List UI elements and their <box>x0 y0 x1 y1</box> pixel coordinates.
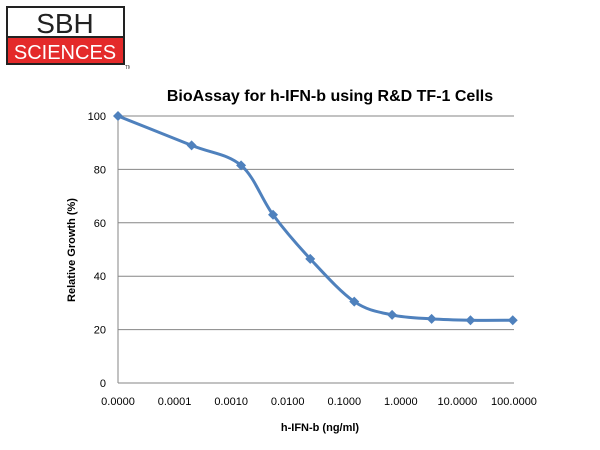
series-line <box>116 114 515 322</box>
data-point <box>426 313 437 324</box>
x-tick-label: 0.0100 <box>271 396 305 408</box>
chart-title: BioAssay for h-IFN-b using R&D TF-1 Cell… <box>167 88 493 105</box>
x-tick-label: 1.0000 <box>384 396 418 408</box>
y-tick-label: 0 <box>100 378 106 390</box>
data-point <box>507 315 518 326</box>
y-tick-label: 80 <box>94 164 106 176</box>
series-markers <box>113 111 518 326</box>
data-point <box>465 315 476 326</box>
data-point <box>186 140 197 151</box>
data-point <box>268 209 279 220</box>
x-tick-label: 0.0000 <box>101 396 135 408</box>
data-point <box>113 111 123 121</box>
x-tick-label: 10.0000 <box>438 396 478 408</box>
x-tick-label: 0.0001 <box>158 396 192 408</box>
x-tick-label: 0.0010 <box>214 396 248 408</box>
sbh-sciences-logo: SBH SCIENCES TM <box>6 6 130 70</box>
data-point <box>236 160 247 171</box>
y-tick-label: 40 <box>94 271 106 283</box>
gridlines <box>118 115 514 331</box>
y-tick-labels: 0 20 40 60 80 100 <box>88 111 106 390</box>
data-point <box>349 296 360 307</box>
logo-tm: TM <box>125 65 130 70</box>
logo-top-text: SBH <box>36 8 94 39</box>
x-axis-title: h-IFN-b (ng/ml) <box>281 422 360 434</box>
y-tick-label: 100 <box>88 111 106 123</box>
logo-bottom-text: SCIENCES <box>14 42 116 64</box>
x-tick-label: 100.0000 <box>491 396 537 408</box>
data-point <box>305 253 316 264</box>
y-axis-title: Relative Growth (%) <box>66 198 78 302</box>
x-tick-labels: 0.0000 0.0001 0.0010 0.0100 0.1000 1.0000 10.0… <box>101 396 537 408</box>
y-tick-label: 20 <box>94 325 106 337</box>
y-tick-label: 60 <box>94 218 106 230</box>
x-tick-label: 0.1000 <box>327 396 361 408</box>
data-point <box>387 309 398 320</box>
